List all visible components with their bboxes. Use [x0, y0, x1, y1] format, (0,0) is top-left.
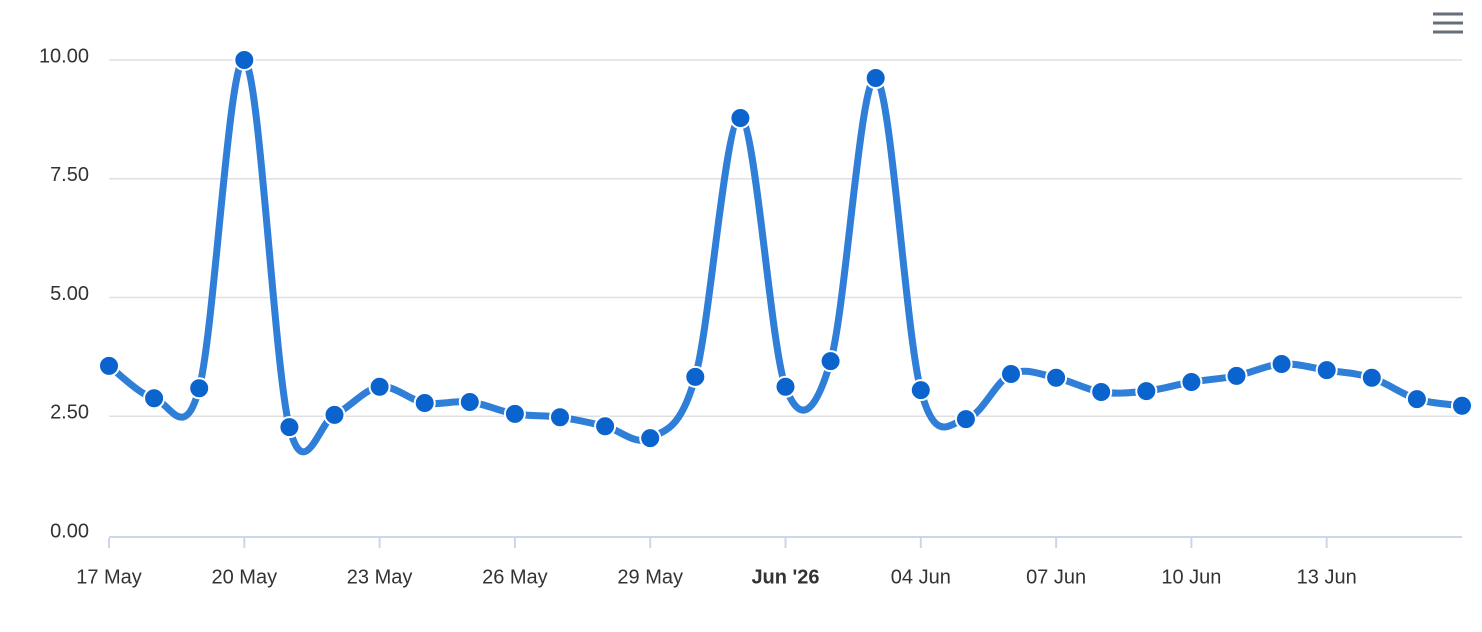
y-tick-label: 7.50 — [50, 164, 89, 186]
point — [1225, 364, 1248, 387]
point — [909, 379, 932, 402]
point — [233, 49, 256, 71]
y-tick-label: 2.50 — [50, 402, 89, 424]
x-tick-label: 29 May — [617, 566, 683, 588]
point — [188, 377, 211, 400]
point — [1135, 380, 1158, 403]
x-tick-label: 26 May — [482, 566, 548, 588]
x-tick-label: 17 May — [76, 566, 142, 588]
y-tick-label: 0.00 — [50, 520, 89, 542]
point — [98, 354, 120, 377]
point — [1360, 366, 1383, 389]
point — [368, 375, 391, 398]
point — [1451, 394, 1473, 417]
x-tick-label: 20 May — [212, 566, 278, 588]
point — [503, 402, 526, 425]
x-tick-label: 10 Jun — [1161, 566, 1221, 588]
point — [458, 391, 481, 413]
point — [413, 391, 436, 414]
point — [1045, 366, 1068, 389]
point — [819, 350, 842, 373]
x-tick-label: Jun '26 — [751, 566, 819, 588]
point — [549, 406, 571, 429]
point — [1270, 353, 1293, 375]
y-tick-label: 5.00 — [50, 283, 89, 305]
point — [278, 416, 301, 439]
x-tick-label: 13 Jun — [1297, 566, 1357, 588]
point — [864, 67, 887, 90]
point — [1315, 359, 1338, 382]
line — [105, 56, 1466, 456]
point — [323, 403, 346, 426]
point — [1090, 381, 1113, 404]
point — [143, 387, 166, 410]
point — [1000, 362, 1022, 385]
x-tick-label: 07 Jun — [1026, 566, 1086, 588]
point — [954, 408, 977, 431]
point — [594, 415, 617, 438]
point — [729, 106, 752, 129]
y-tick-label: 10.00 — [39, 45, 89, 67]
menu-button[interactable] — [1428, 8, 1468, 40]
point — [639, 427, 662, 450]
x-tick-label: 23 May — [347, 566, 413, 588]
point — [1405, 388, 1428, 411]
point — [774, 375, 797, 398]
point — [684, 365, 707, 388]
point — [1180, 371, 1203, 394]
x-tick-label: 04 Jun — [891, 566, 951, 588]
